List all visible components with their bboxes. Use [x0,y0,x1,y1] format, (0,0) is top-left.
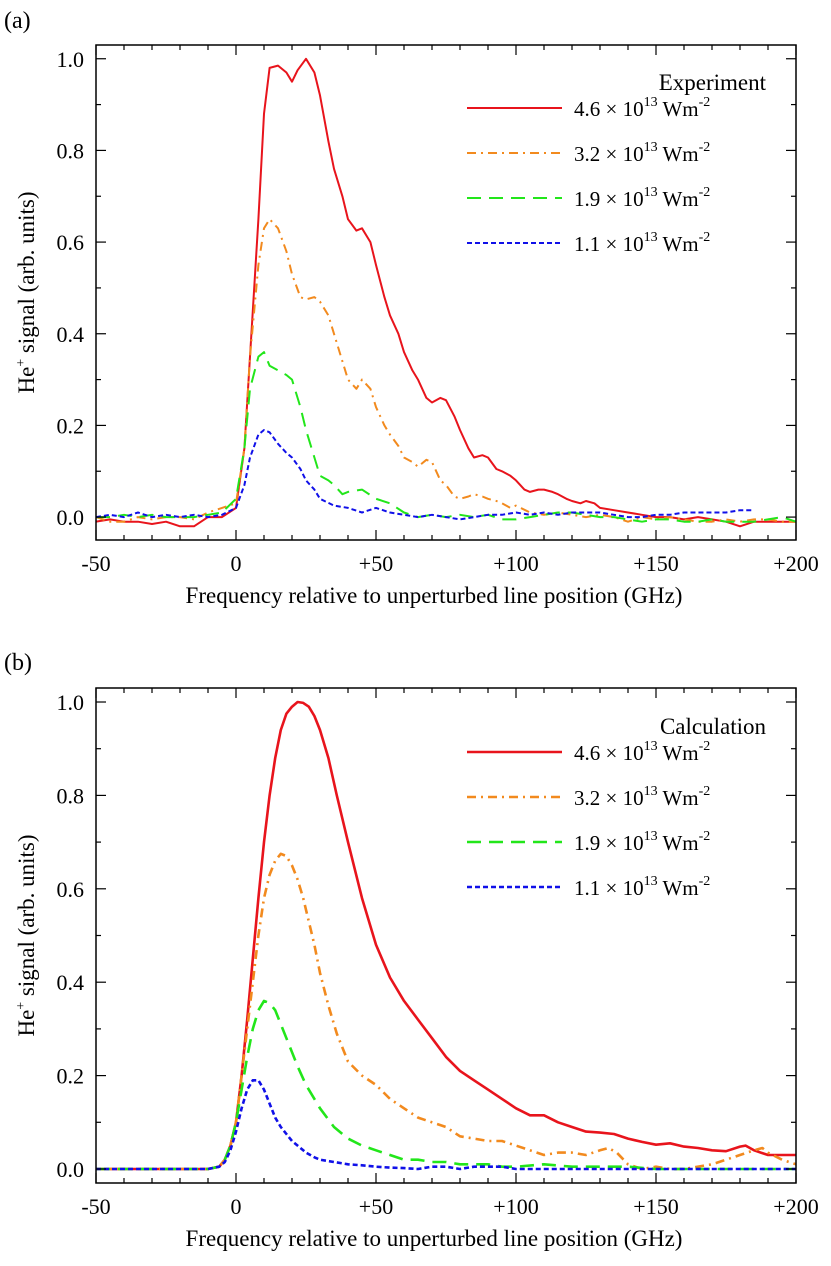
legend-label-1: 4.6 × 1013 Wm-2 [574,95,710,121]
x-tick-label: +50 [359,551,393,576]
legend-mantissa: 4.6 × 10 [574,741,644,765]
legend-unit: Wm [658,187,699,211]
x-tick-label: -50 [81,551,110,576]
legend-label-1: 4.6 × 1013 Wm-2 [574,739,710,765]
y-tick-label: 0.4 [57,322,85,347]
x-tick-label: -50 [81,1194,110,1219]
legend-exponent: 13 [644,230,658,245]
y-tick-label: 0.4 [57,970,85,995]
y-axis-title-base: He [14,367,39,394]
y-tick-label: 0.8 [57,138,85,163]
legend-mantissa: 1.9 × 10 [574,831,644,855]
legend-mantissa: 1.1 × 10 [574,232,644,256]
y-tick-label: 0.6 [57,230,85,255]
y-axis-title: He+ signal (arb. units) [14,834,39,1036]
legend-mantissa: 3.2 × 10 [574,786,644,810]
series-line-4 [96,429,754,521]
x-axis-title: Frequency relative to unperturbed line p… [186,1226,683,1251]
series-line-2 [96,218,796,523]
legend-unit-exponent: -2 [699,230,711,245]
plot-frame [95,44,797,541]
y-axis-title-rest: signal (arb. units) [14,191,39,358]
y-tick-label: 0.0 [57,505,85,530]
y-tick-label: 1.0 [57,47,85,72]
y-tick-label: 0.0 [57,1157,85,1182]
legend-unit: Wm [658,786,699,810]
legend-mantissa: 1.1 × 10 [574,876,644,900]
x-tick-label: 0 [231,1194,242,1219]
series-line-1 [96,700,796,1171]
y-axis-title-sup: + [14,1002,29,1010]
y-tick-label: 0.6 [57,877,85,902]
panel-label: (b) [4,650,32,676]
legend-exponent: 13 [644,829,658,844]
legend-unit: Wm [658,232,699,256]
panel-b: (b) -50 0 +50 +100 +150 +200 0.0 0.2 0.4 0.6 0.8 1.0… [4,650,819,1251]
panel-title: Calculation [660,714,767,739]
panel-title: Experiment [659,70,767,95]
legend-label-4: 1.1 × 1013 Wm-2 [574,230,710,256]
x-tick-label: +150 [633,551,678,576]
legend-mantissa: 1.9 × 10 [574,187,644,211]
legend-label-3: 1.9 × 1013 Wm-2 [574,185,710,211]
legend-unit: Wm [658,831,699,855]
series-line-2 [96,852,796,1171]
legend-unit-exponent: -2 [699,874,711,889]
series-line-3 [96,351,796,523]
legend-unit: Wm [658,142,699,166]
x-tick-label: 0 [231,551,242,576]
legend-unit-exponent: -2 [699,185,711,200]
legend-exponent: 13 [644,185,658,200]
x-tick-label: +200 [773,551,818,576]
x-tick-label: +100 [493,1194,538,1219]
y-axis-title: He+ signal (arb. units) [14,191,39,393]
legend-exponent: 13 [644,140,658,155]
legend-label-2: 3.2 × 1013 Wm-2 [574,784,710,810]
series-line-1 [96,57,796,528]
legend-unit: Wm [658,876,699,900]
panel-a: (a) -50 0 +50 +100 +150 +200 0.0 0.2 0.4 0.6 0.8 1.0… [4,8,819,608]
legend-exponent: 13 [644,784,658,799]
series-line-4 [96,1079,796,1171]
panel-label: (a) [4,8,31,34]
legend-unit-exponent: -2 [699,784,711,799]
legend-exponent: 13 [644,874,658,889]
legend: 4.6 × 1013 Wm-23.2 × 1013 Wm-21.9 × 1013… [467,739,710,900]
legend-label-2: 3.2 × 1013 Wm-2 [574,140,710,166]
legend-unit: Wm [658,97,699,121]
legend-mantissa: 4.6 × 10 [574,97,644,121]
legend-unit-exponent: -2 [699,140,711,155]
x-tick-label: +50 [359,1194,393,1219]
y-tick-label: 0.2 [57,1064,85,1089]
y-axis-title-rest: signal (arb. units) [14,834,39,1001]
y-axis-title-sup: + [14,359,29,367]
legend-mantissa: 3.2 × 10 [574,142,644,166]
y-axis-title-base: He [14,1010,39,1037]
legend-unit-exponent: -2 [699,829,711,844]
legend-label-3: 1.9 × 1013 Wm-2 [574,829,710,855]
x-tick-label: +150 [633,1194,678,1219]
x-tick-label: +100 [493,551,538,576]
legend-exponent: 13 [644,95,658,110]
y-tick-label: 0.2 [57,413,85,438]
legend-label-4: 1.1 × 1013 Wm-2 [574,874,710,900]
legend-exponent: 13 [644,739,658,754]
legend-unit-exponent: -2 [699,739,711,754]
legend-unit: Wm [658,741,699,765]
series-line-3 [96,999,796,1171]
x-axis-title: Frequency relative to unperturbed line p… [186,583,683,608]
x-tick-label: +200 [773,1194,818,1219]
y-tick-label: 1.0 [57,690,85,715]
legend: 4.6 × 1013 Wm-23.2 × 1013 Wm-21.9 × 1013… [467,95,710,256]
y-tick-label: 0.8 [57,783,85,808]
legend-unit-exponent: -2 [699,95,711,110]
